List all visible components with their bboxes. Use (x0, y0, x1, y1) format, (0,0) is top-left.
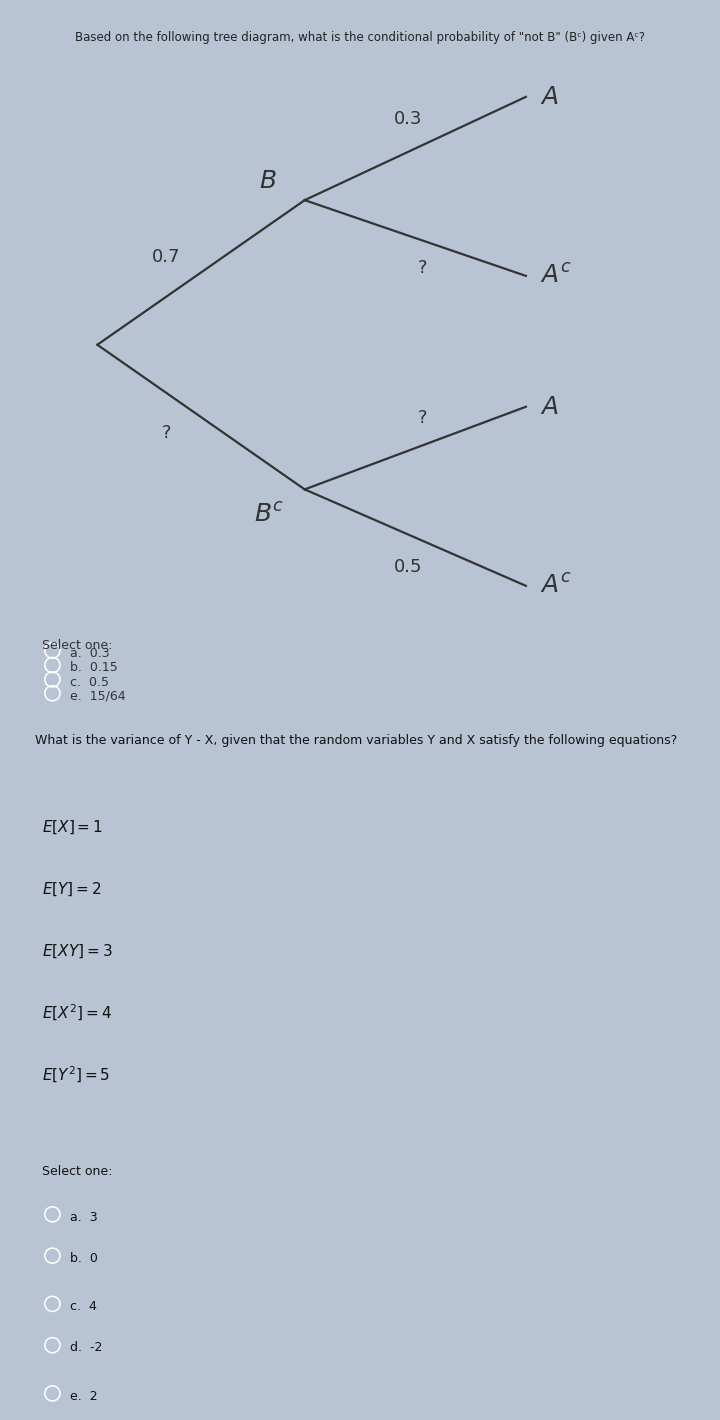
Text: $A$: $A$ (540, 85, 559, 109)
Text: 0.3: 0.3 (394, 109, 423, 128)
Text: b.  0: b. 0 (70, 1252, 98, 1265)
Text: Select one:: Select one: (42, 639, 112, 652)
Text: ?: ? (418, 409, 427, 427)
Text: $A^c$: $A^c$ (540, 574, 571, 598)
Text: Select one:: Select one: (42, 1164, 112, 1177)
Text: 0.7: 0.7 (152, 247, 181, 266)
Text: $E[X^2] = 4$: $E[X^2] = 4$ (42, 1003, 112, 1024)
Text: 0.5: 0.5 (394, 558, 423, 577)
Text: e.  15/64: e. 15/64 (70, 690, 125, 703)
Text: $A$: $A$ (540, 395, 559, 419)
Text: a.  3: a. 3 (70, 1211, 97, 1224)
Text: $B$: $B$ (259, 169, 277, 193)
Text: $B^c$: $B^c$ (253, 503, 284, 527)
Text: ?: ? (162, 425, 171, 442)
Text: ?: ? (418, 258, 427, 277)
Text: Based on the following tree diagram, what is the conditional probability of "not: Based on the following tree diagram, wha… (75, 31, 645, 44)
Text: d.  -2: d. -2 (70, 1342, 102, 1355)
Text: $A^c$: $A^c$ (540, 264, 571, 288)
Text: b.  0.15: b. 0.15 (70, 662, 117, 674)
Text: a.  0.3: a. 0.3 (70, 648, 109, 660)
Text: $E[Y^2] = 5$: $E[Y^2] = 5$ (42, 1065, 110, 1085)
Text: What is the variance of Y - X, given that the random variables Y and X satisfy t: What is the variance of Y - X, given tha… (35, 734, 678, 747)
Text: $E[XY] = 3$: $E[XY] = 3$ (42, 943, 112, 960)
Text: $E[X] = 1$: $E[X] = 1$ (42, 818, 103, 836)
Text: c.  0.5: c. 0.5 (70, 676, 109, 689)
Text: $E[Y] = 2$: $E[Y] = 2$ (42, 880, 102, 897)
Text: c.  4: c. 4 (70, 1301, 96, 1314)
Text: e.  2: e. 2 (70, 1390, 97, 1403)
